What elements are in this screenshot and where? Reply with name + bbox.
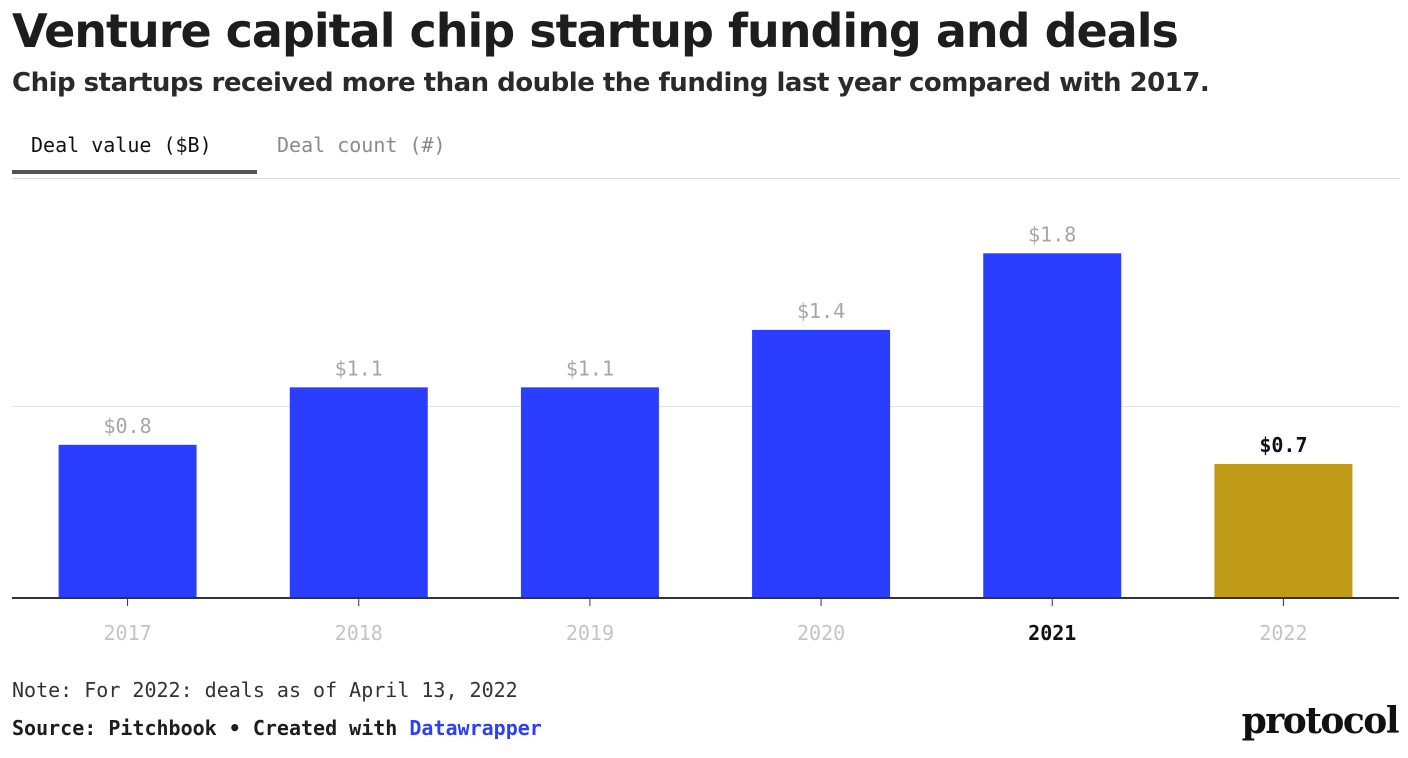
value-label-2021: $1.8 bbox=[1028, 222, 1076, 246]
tick-label-2018: 2018 bbox=[335, 621, 383, 645]
datawrapper-link[interactable]: Datawrapper bbox=[409, 716, 542, 740]
tick-label-2022: 2022 bbox=[1259, 621, 1307, 645]
bar-chart: $0.8 2017 $1.1 2018 $1.1 2019 $1.4 2020 $1.8 2021… bbox=[12, 222, 1399, 645]
bar-2018 bbox=[289, 387, 428, 598]
tab-deal-count[interactable]: Deal count (#) bbox=[277, 133, 446, 157]
value-label-2017: $0.8 bbox=[103, 414, 151, 438]
value-label-2018: $1.1 bbox=[335, 356, 383, 380]
value-label-2019: $1.1 bbox=[566, 356, 614, 380]
tab-bar: Deal value ($B) Deal count (#) bbox=[12, 118, 1399, 179]
tick-label-2021: 2021 bbox=[1028, 621, 1076, 645]
tick-label-2020: 2020 bbox=[797, 621, 845, 645]
source-line: Source: Pitchbook • Created with Datawra… bbox=[12, 716, 542, 740]
bar-2022 bbox=[1214, 463, 1353, 598]
bar-2019 bbox=[520, 387, 659, 598]
chart-subtitle: Chip startups received more than double … bbox=[12, 68, 1210, 98]
bar-2021 bbox=[983, 253, 1122, 599]
protocol-logo: protocol bbox=[1241, 700, 1400, 742]
bar-2017 bbox=[58, 444, 197, 598]
bar-2020 bbox=[752, 329, 891, 598]
tab-deal-value[interactable]: Deal value ($B) bbox=[12, 118, 257, 174]
tick-label-2017: 2017 bbox=[103, 621, 151, 645]
footnote: Note: For 2022: deals as of April 13, 20… bbox=[12, 678, 518, 702]
chart-title: Venture capital chip startup funding and… bbox=[12, 4, 1179, 58]
value-label-2022: $0.7 bbox=[1259, 433, 1307, 457]
tick-label-2019: 2019 bbox=[566, 621, 614, 645]
source-text: Source: Pitchbook • Created with bbox=[12, 716, 410, 740]
value-label-2020: $1.4 bbox=[797, 299, 845, 323]
